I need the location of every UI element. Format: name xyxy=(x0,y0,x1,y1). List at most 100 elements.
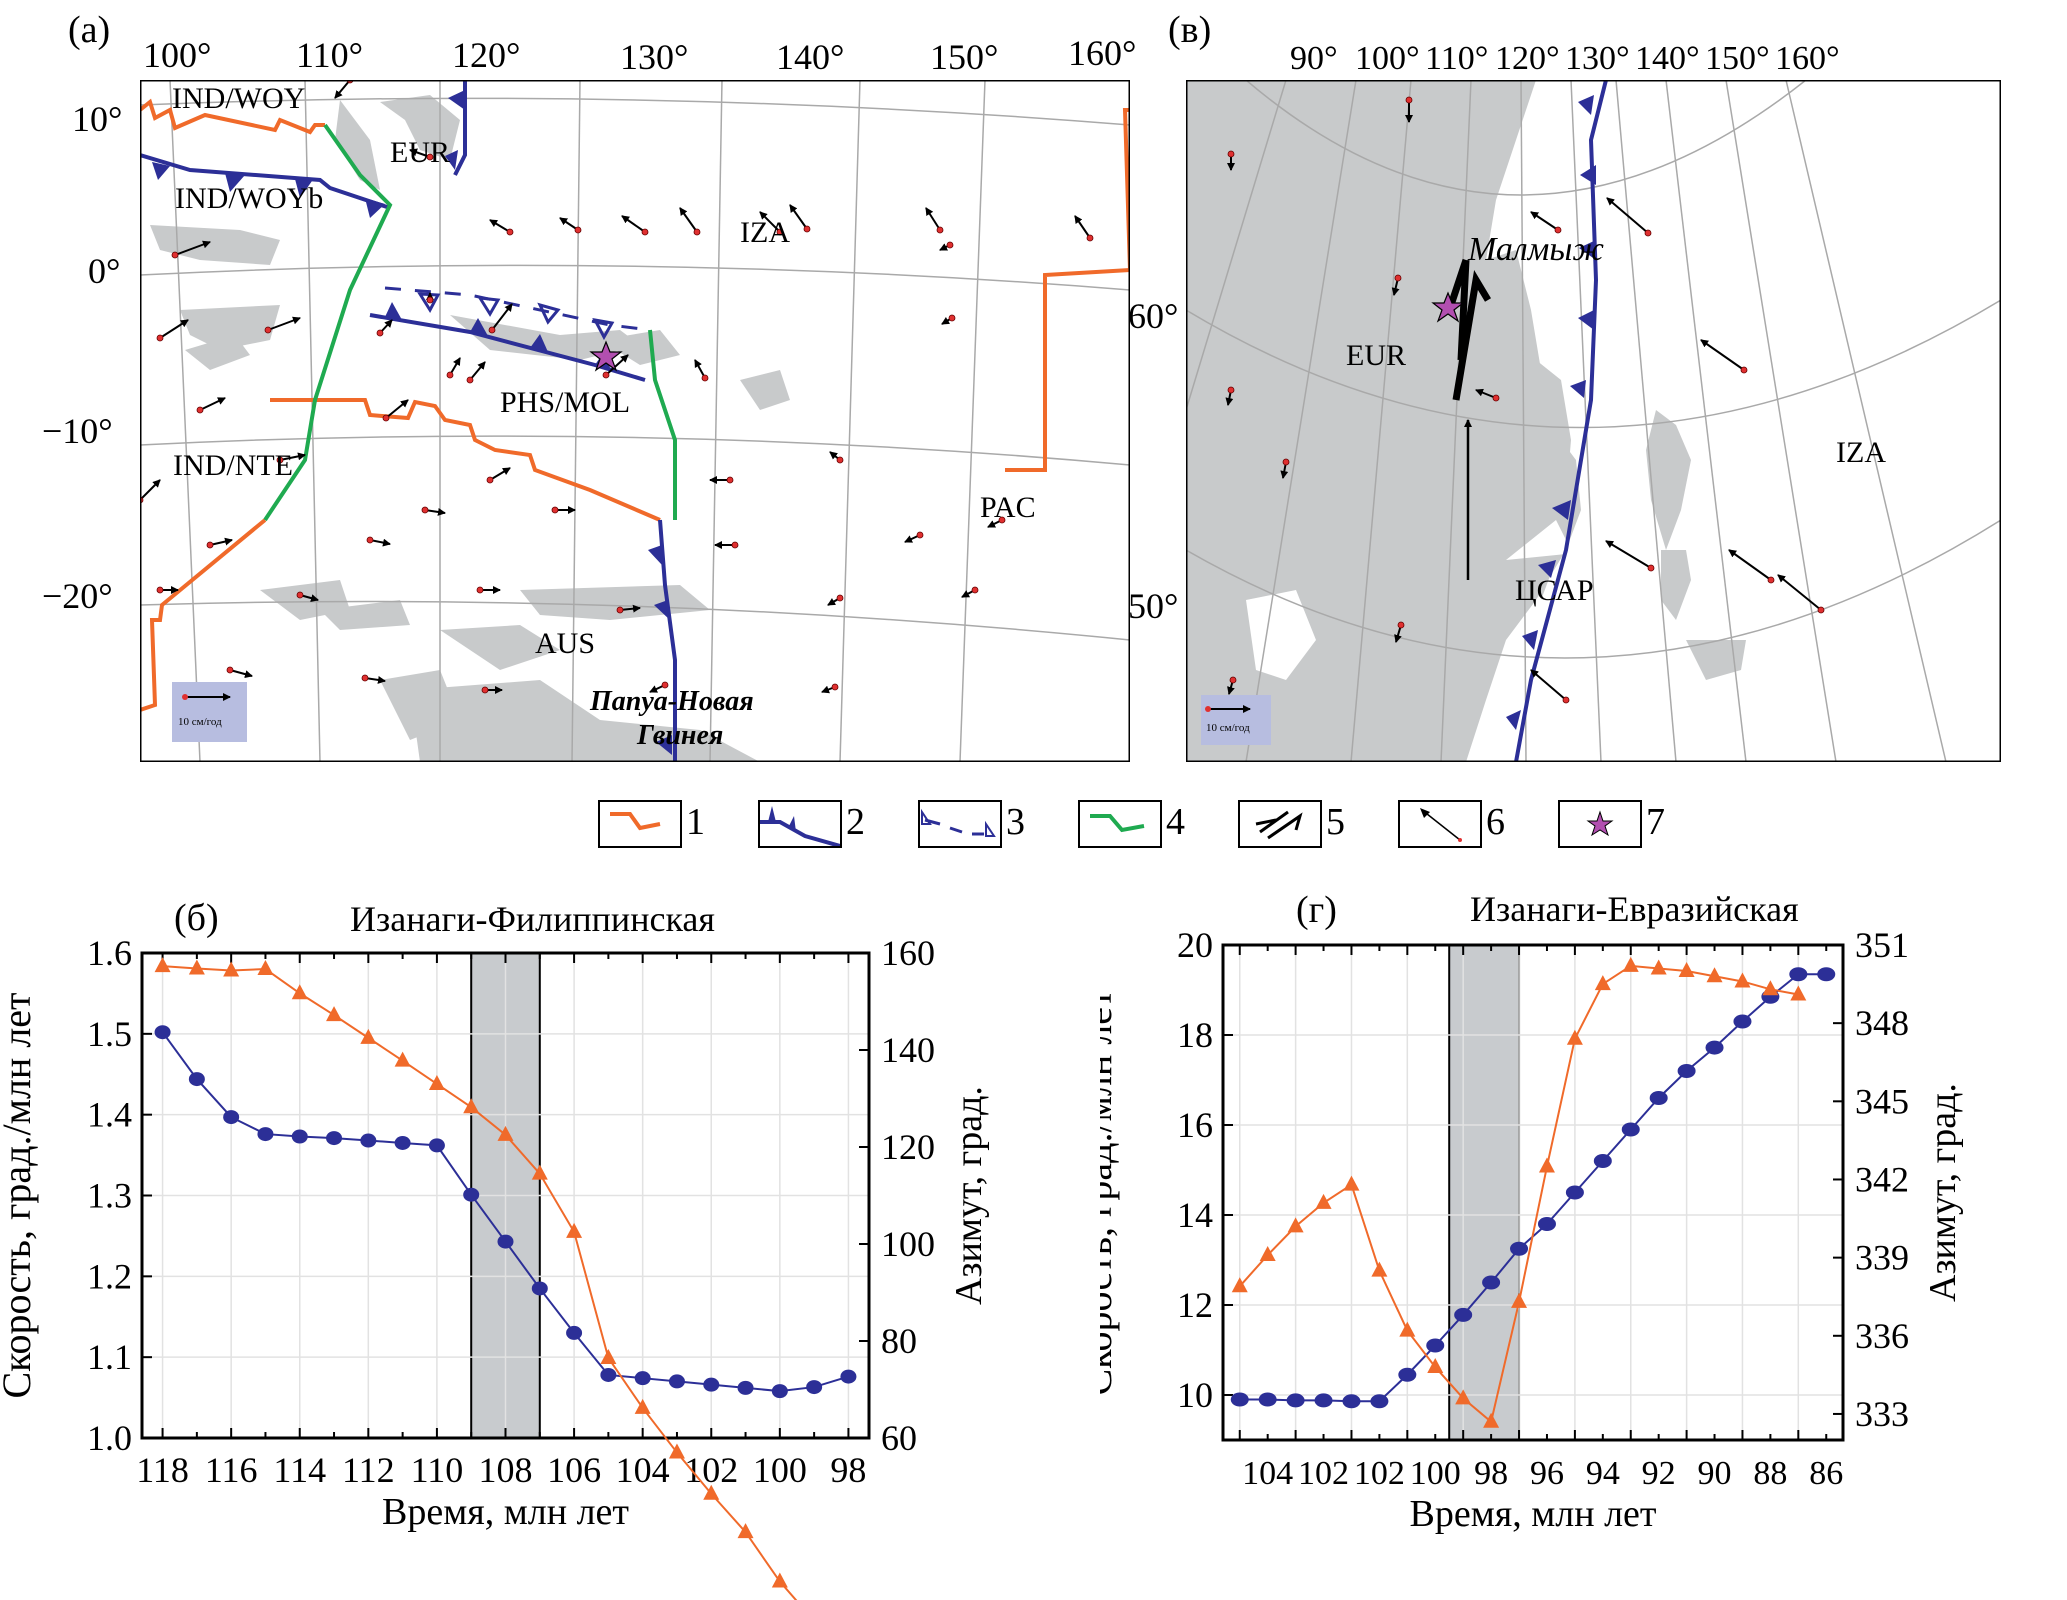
x-tick-label: 88 xyxy=(1753,1455,1787,1492)
lon-tick-label: 160° xyxy=(1068,33,1137,73)
x-tick-label: 102 xyxy=(684,1450,738,1490)
panel-label-b: (в) xyxy=(1168,9,1212,51)
x-tick-label: 112 xyxy=(342,1450,395,1490)
data-point-speed xyxy=(394,1135,411,1150)
y-tick-label: 16 xyxy=(1177,1105,1213,1145)
x-tick-label: 104 xyxy=(616,1450,670,1490)
legend-num: 5 xyxy=(1326,801,1345,843)
plate-label: IZA xyxy=(1836,436,1886,469)
data-point-azimuth xyxy=(1594,975,1611,991)
y2-tick-label: 160 xyxy=(881,933,935,973)
data-point-azimuth xyxy=(291,984,308,1000)
y2-tick-label: 333 xyxy=(1855,1394,1909,1434)
y2-tick-label: 120 xyxy=(881,1127,935,1167)
lon-tick-label: 150° xyxy=(1705,40,1770,77)
y-tick-label: 1.5 xyxy=(87,1014,132,1054)
y-tick-label: 20 xyxy=(1177,930,1213,965)
ridge-lines xyxy=(140,98,1130,712)
x-tick-label: 92 xyxy=(1642,1455,1676,1492)
lon-tick-label: 100° xyxy=(143,35,212,75)
fault-label: ЦСАР xyxy=(1515,574,1594,607)
legend-transform-line-icon xyxy=(1078,800,1162,848)
x-tick-label: 98 xyxy=(830,1450,866,1490)
x-tick-label: 110 xyxy=(411,1450,464,1490)
data-point-azimuth xyxy=(326,1006,343,1022)
data-point-azimuth xyxy=(1287,1217,1304,1233)
data-point-speed xyxy=(1649,1091,1668,1105)
y-tick-label: 1.2 xyxy=(87,1256,132,1296)
data-point-azimuth xyxy=(188,959,205,975)
data-point-azimuth xyxy=(1343,1175,1360,1191)
shaded-interval xyxy=(1448,944,1521,1441)
x-tick-label: 104 xyxy=(1242,1455,1293,1492)
y2-tick-label: 339 xyxy=(1855,1238,1909,1278)
x-axis-label: Время, млн лет xyxy=(1409,1493,1656,1535)
data-point-azimuth xyxy=(223,961,240,977)
x-tick-label: 116 xyxy=(205,1450,258,1490)
y2-tick-label: 351 xyxy=(1855,930,1909,965)
x-tick-label: 90 xyxy=(1698,1455,1732,1492)
panel-label-b-chart: (б) xyxy=(174,897,219,939)
velocity-vectors xyxy=(140,80,1094,694)
data-point-speed xyxy=(1286,1393,1305,1408)
data-point-azimuth xyxy=(394,1051,411,1067)
lon-tick-label: 140° xyxy=(1635,40,1700,77)
y-tick-label: 1.4 xyxy=(87,1095,132,1135)
y2-tick-label: 336 xyxy=(1855,1316,1909,1356)
data-point-azimuth xyxy=(703,1484,720,1500)
plate-label: EUR xyxy=(1346,339,1406,372)
data-point-azimuth xyxy=(1538,1157,1555,1173)
scale-label-b: 10 см/год xyxy=(1206,722,1250,734)
x-axis-label: Время, млн лет xyxy=(382,1491,629,1533)
subduction-line xyxy=(1514,80,1608,762)
plate-label: IZA xyxy=(740,216,790,249)
chart-title: Изанаги-Евразийская xyxy=(1470,889,1799,929)
data-point-speed xyxy=(600,1367,617,1382)
lat-tick-label: −10° xyxy=(42,411,113,451)
y-tick-label: 1.1 xyxy=(87,1337,132,1377)
plate-label: PHS/MOL xyxy=(500,386,630,419)
x-tick-label: 94 xyxy=(1586,1455,1620,1492)
data-point-azimuth xyxy=(1231,1277,1248,1293)
map-a: 10 см/год IND/WOY EUR IND/WOYb IZA PHS/M… xyxy=(140,80,1130,762)
data-point-speed xyxy=(1454,1307,1473,1322)
plate-label: IND/WOYb xyxy=(175,182,323,215)
data-point-speed xyxy=(737,1380,754,1395)
site-label: Малмыж xyxy=(1467,231,1604,268)
data-point-azimuth xyxy=(737,1523,754,1539)
velocity-vectors xyxy=(1225,96,1825,704)
data-point-azimuth xyxy=(1706,967,1723,983)
data-point-azimuth xyxy=(154,957,171,973)
plate-label: EUR xyxy=(390,136,450,169)
lat-tick-label: 10° xyxy=(72,99,123,139)
y-tick-label: 10 xyxy=(1177,1375,1213,1415)
data-point-speed xyxy=(806,1380,823,1395)
scale-box xyxy=(172,682,247,742)
graticule xyxy=(140,80,1130,762)
lon-tick-label: 90° xyxy=(1290,40,1338,77)
y2-tick-label: 348 xyxy=(1855,1003,1909,1043)
legend-strike-slip-icon xyxy=(1238,800,1322,848)
data-point-speed xyxy=(326,1131,343,1146)
data-point-speed xyxy=(291,1129,308,1144)
legend-subduction-line-icon xyxy=(758,800,842,848)
data-point-speed xyxy=(1370,1394,1389,1409)
subduction-teeth xyxy=(152,90,672,755)
lon-tick-label: 110° xyxy=(296,35,364,75)
data-point-azimuth xyxy=(634,1398,651,1414)
subduction-teeth xyxy=(1506,95,1596,730)
data-point-speed xyxy=(223,1110,240,1125)
data-point-azimuth xyxy=(1622,956,1639,972)
data-point-speed xyxy=(463,1187,480,1202)
data-point-speed xyxy=(1789,967,1808,982)
y-tick-label: 1.6 xyxy=(87,933,132,973)
y2-tick-label: 140 xyxy=(881,1030,935,1070)
data-point-speed xyxy=(840,1369,857,1384)
data-point-speed xyxy=(1314,1393,1333,1408)
data-point-speed xyxy=(1230,1392,1249,1407)
x-tick-label: 100 xyxy=(753,1450,807,1490)
lon-tick-label: 160° xyxy=(1775,40,1840,77)
y2-axis-label: Азимут, град. xyxy=(1922,1083,1964,1302)
data-point-speed xyxy=(1733,1014,1752,1029)
y-axis-label: Скорость, град./млн лет xyxy=(0,992,39,1398)
